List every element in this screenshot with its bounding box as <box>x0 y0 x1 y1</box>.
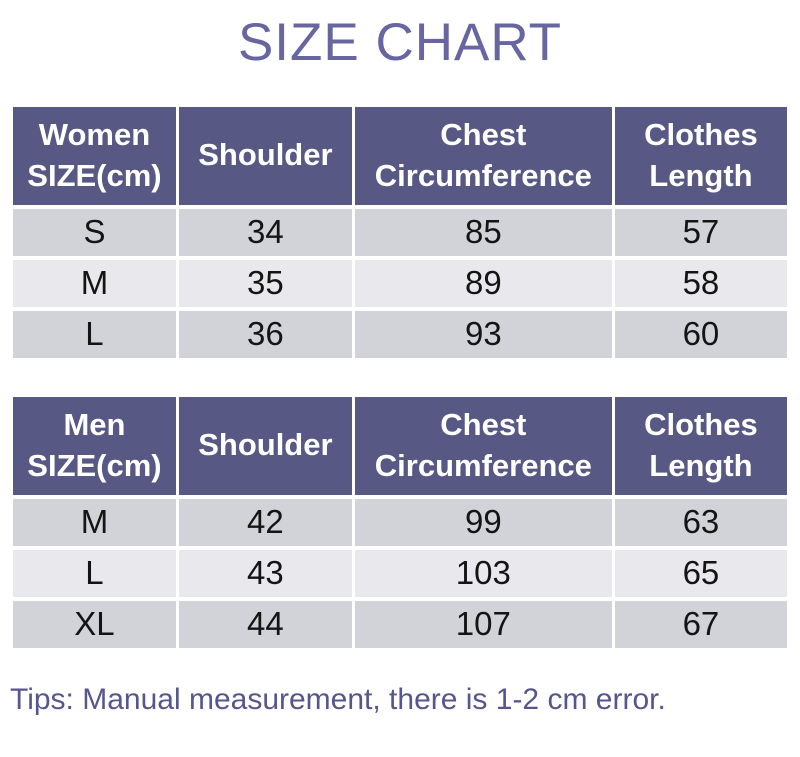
women-row-l: L 36 93 60 <box>13 310 787 358</box>
length-cell: 58 <box>614 259 787 307</box>
shoulder-cell: 36 <box>178 310 352 358</box>
length-cell: 60 <box>614 310 787 358</box>
tips-text: Tips: Manual measurement, there is 1-2 c… <box>10 682 666 716</box>
men-size-header-cell: Men SIZE(cm) <box>13 396 176 495</box>
size-cell: L <box>13 310 176 358</box>
women-size-header-cell: Women SIZE(cm) <box>13 106 176 205</box>
shoulder-cell: 43 <box>178 549 352 597</box>
size-cell: L <box>13 549 176 597</box>
chest-cell: 103 <box>354 549 612 597</box>
men-size-table: Men SIZE(cm) Shoulder Chest Circumferenc… <box>10 393 790 652</box>
men-row-m: M 42 99 63 <box>13 498 787 546</box>
women-row-m: M 35 89 58 <box>13 259 787 307</box>
men-shoulder-header-cell: Shoulder <box>178 396 352 495</box>
length-cell: 57 <box>614 208 787 256</box>
size-chart-page: SIZE CHART Women SIZE(cm) Shoulder Chest… <box>0 12 800 757</box>
men-row-xl: XL 44 107 67 <box>13 600 787 648</box>
size-cell: XL <box>13 600 176 648</box>
page-title: SIZE CHART <box>237 13 563 72</box>
shoulder-cell: 42 <box>178 498 352 546</box>
shoulder-cell: 34 <box>178 208 352 256</box>
shoulder-cell: 44 <box>178 600 352 648</box>
size-cell: S <box>13 208 176 256</box>
length-cell: 63 <box>614 498 787 546</box>
chest-cell: 85 <box>354 208 612 256</box>
men-chest-header-cell: Chest Circumference <box>354 396 612 495</box>
women-chest-header-cell: Chest Circumference <box>354 106 612 205</box>
shoulder-cell: 35 <box>178 259 352 307</box>
women-row-s: S 34 85 57 <box>13 208 787 256</box>
men-row-l: L 43 103 65 <box>13 549 787 597</box>
size-cell: M <box>13 259 176 307</box>
chest-cell: 107 <box>354 600 612 648</box>
length-cell: 65 <box>614 549 787 597</box>
women-header-row: Women SIZE(cm) Shoulder Chest Circumfere… <box>13 106 787 205</box>
women-length-header-cell: Clothes Length <box>614 106 787 205</box>
length-cell: 67 <box>614 600 787 648</box>
men-length-header-cell: Clothes Length <box>614 396 787 495</box>
women-size-table: Women SIZE(cm) Shoulder Chest Circumfere… <box>10 103 790 362</box>
size-cell: M <box>13 498 176 546</box>
chest-cell: 93 <box>354 310 612 358</box>
women-shoulder-header-cell: Shoulder <box>178 106 352 205</box>
men-header-row: Men SIZE(cm) Shoulder Chest Circumferenc… <box>13 396 787 495</box>
chest-cell: 89 <box>354 259 612 307</box>
chest-cell: 99 <box>354 498 612 546</box>
